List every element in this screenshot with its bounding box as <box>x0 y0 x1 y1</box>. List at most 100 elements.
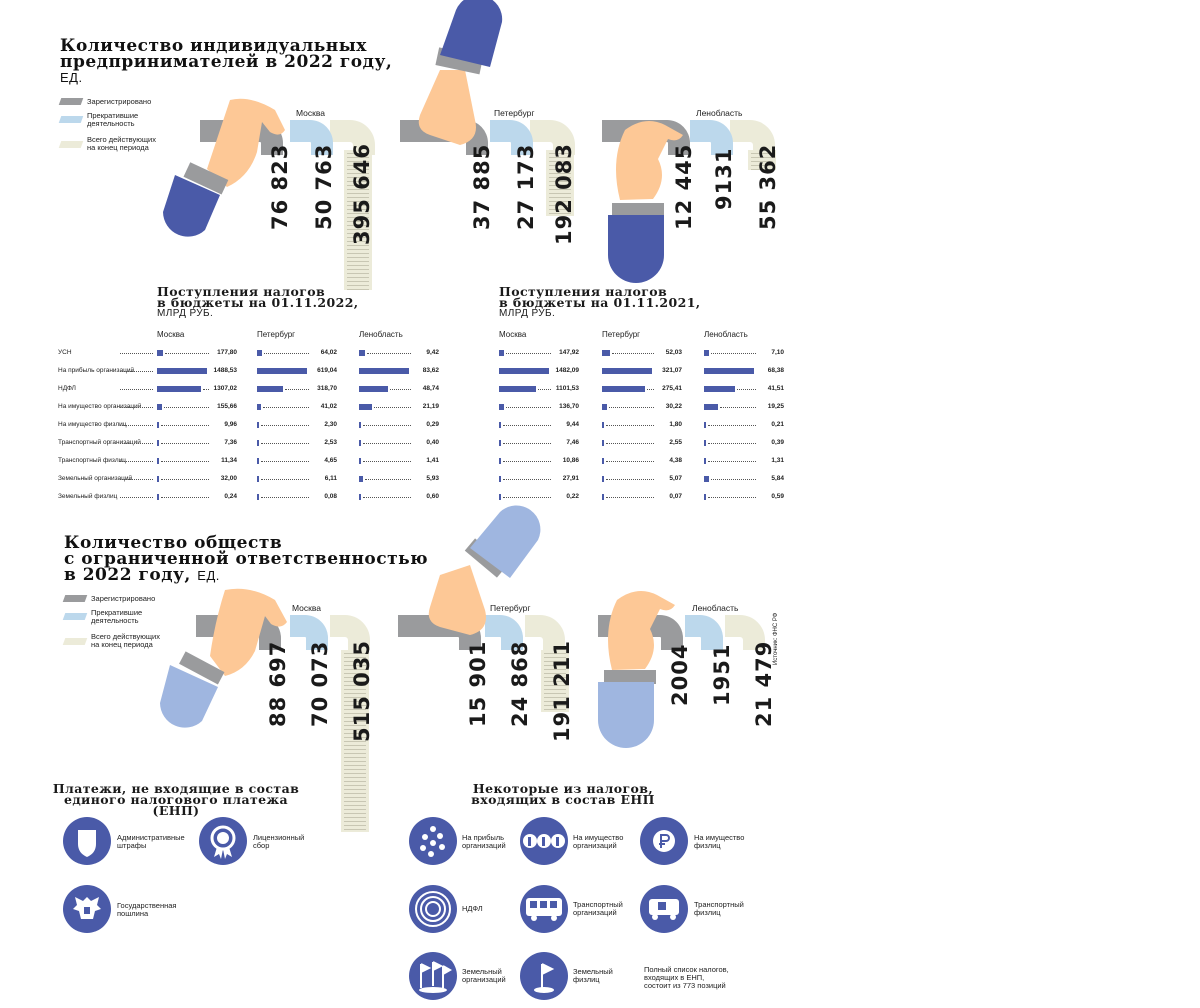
ruble-coin-icon <box>640 817 688 865</box>
tax_2021-bar-7-1 <box>602 476 604 482</box>
ip-city-petersburg: Петербург <box>494 108 535 118</box>
tax_2021-leader-8-1 <box>606 497 654 498</box>
tax_2021-bar-4-1 <box>602 422 604 428</box>
tax_2022-value-3-1: 41,02 <box>320 403 337 410</box>
tax_2021-bar-8-1 <box>602 494 604 500</box>
ip-moscow-active: 395 646 <box>350 143 374 245</box>
tax_2022-value-8-2: 0,60 <box>426 493 439 500</box>
tax_2021-bar-4-0 <box>499 422 501 428</box>
tax-row-label-3: На имущество организаций <box>58 403 142 410</box>
tax_2022-bar-3-2 <box>359 404 372 410</box>
enp-item-6-l2: организаций <box>462 975 506 984</box>
tax_2022-leader-0-1 <box>264 353 309 354</box>
ip-pipes-illustration <box>163 0 775 283</box>
enp-item-2-l1: На имущество <box>694 833 745 842</box>
tax_2021-leader-5-0 <box>503 443 551 444</box>
tax_2021-leader-8-2 <box>708 497 756 498</box>
not-enp-item-1-l2: сбор <box>253 841 270 850</box>
tax_2022-bar-3-0 <box>157 404 162 410</box>
enp-title-line1: Некоторые из налогов, <box>472 781 654 796</box>
tax_2022-bar-3-1 <box>257 404 261 410</box>
not-enp-title-line2: единого налогового платежа <box>63 792 289 807</box>
ip-petersburg-stopped: 27 173 <box>514 143 538 230</box>
tax_2021-leader-3-2 <box>720 407 756 408</box>
tax_2022-bar-6-2 <box>359 458 361 464</box>
tax_2021-value-8-0: 0,22 <box>566 493 579 500</box>
enp-item-0-l2: организаций <box>462 841 506 850</box>
tax_2022-bar-0-0 <box>157 350 163 356</box>
tax-row-label-7: Земельный организаций <box>58 475 133 482</box>
tax_2021-leader-3-0 <box>506 407 551 408</box>
llc-lenoblast-stopped: 1951 <box>710 643 734 706</box>
flag-icon <box>520 952 568 1000</box>
tax_2021-leader-7-1 <box>606 479 654 480</box>
llc-city-moscow: Москва <box>292 603 322 613</box>
llc-hand-moscow-icon <box>160 588 287 728</box>
tax_2021-bar-2-0 <box>499 386 536 392</box>
llc-city-petersburg: Петербург <box>490 603 531 613</box>
llc-title: Количество обществ с ограниченной ответс… <box>64 535 428 584</box>
ip-petersburg-active: 192 083 <box>552 143 576 245</box>
tax_2021-bar-5-1 <box>602 440 604 446</box>
tax_2021-leader-3-1 <box>609 407 654 408</box>
moscow-ip-receipt <box>344 150 372 290</box>
tax-row-label-5: Транспортный организаций <box>58 439 141 446</box>
tax_2021-bar-1-1 <box>602 368 652 374</box>
flags-icon <box>409 952 457 1000</box>
tax_2022-bar-5-1 <box>257 440 259 446</box>
tax_2021-leader-6-2 <box>708 461 756 462</box>
tax_2021-value-1-0: 1482,09 <box>555 367 580 374</box>
tax_2021-leader-0-1 <box>612 353 654 354</box>
tax_2021-leader-7-0 <box>503 479 551 480</box>
enp-title-line2: входящих в состав ЕНП <box>471 792 655 807</box>
tax_2021-value-7-2: 5,84 <box>771 475 784 482</box>
tax_2022-leader-3-1 <box>263 407 309 408</box>
tax_2021-value-5-2: 0,39 <box>771 439 784 446</box>
tax_2022-leader-2-0 <box>203 389 209 390</box>
hand-petersburg-icon <box>418 0 503 145</box>
tax_2022-bar-4-1 <box>257 422 259 428</box>
tax_2022-leader-5-0 <box>161 443 209 444</box>
llc-hand-petersburg-icon <box>428 505 541 635</box>
tax_2021-leader-6-1 <box>606 461 654 462</box>
tax_2021-bar-4-2 <box>704 422 706 428</box>
tax_2022-value-8-0: 0,24 <box>224 493 237 500</box>
not-enp-title-line3: (ЕНП) <box>152 803 200 818</box>
target-rings-icon <box>409 885 457 933</box>
ip-lenoblast-stopped: 9131 <box>712 147 736 210</box>
tax_2022-value-4-2: 0,29 <box>426 421 439 428</box>
tax_2022-leader-7-2 <box>365 479 411 480</box>
tax_2021-bar-1-2 <box>704 368 754 374</box>
tax_2021-bar-0-0 <box>499 350 504 356</box>
tax_2021-bar-6-1 <box>602 458 604 464</box>
tax_2022-value-6-2: 1,41 <box>426 457 439 464</box>
enp-note-2: входящих в ЕНП, <box>644 973 705 982</box>
tax_2022-leader-2-1 <box>285 389 309 390</box>
llc-legend: Зарегистрировано Прекратившие деятельнос… <box>62 594 174 655</box>
ip-moscow-stopped: 50 763 <box>312 143 336 230</box>
enp-note-1: Полный список налогов, <box>644 965 729 974</box>
ip-city-lenoblast: Ленобласть <box>696 108 743 118</box>
tax_2021-bar-8-2 <box>704 494 706 500</box>
tax_2022-bar-1-0 <box>157 368 207 374</box>
tax_2022-leader-8-2 <box>363 497 411 498</box>
tax_2022-value-1-2: 83,62 <box>422 367 439 374</box>
llc-petersburg-stopped: 24 868 <box>508 640 532 727</box>
not-enp-item-1: Лицензионный сбор <box>253 834 304 850</box>
tax_2021-value-0-0: 147,92 <box>559 349 579 356</box>
tax2022-title-line2: в бюджеты на 01.11.2022, <box>157 295 359 310</box>
tax_2021-bar-0-2 <box>704 350 709 356</box>
tax_2021-leader-2-2 <box>737 389 756 390</box>
source-note: Источник: ФНС РФ <box>773 612 779 665</box>
enp-item-5: Транспортный физлиц <box>694 901 744 917</box>
enp-item-0: На прибыль организаций <box>462 834 506 850</box>
ip-city-moscow: Москва <box>296 108 326 118</box>
tax_2022-bar-2-2 <box>359 386 388 392</box>
tax_2021-value-8-1: 0,07 <box>669 493 682 500</box>
tax_2021-value-1-2: 68,38 <box>767 367 784 374</box>
tax_2022-value-1-0: 1488,53 <box>213 367 238 374</box>
tax-row-leader-1 <box>120 371 153 372</box>
llc-legend-registered: Зарегистрировано <box>91 594 156 603</box>
llc-title-line2: с ограниченной ответственностью <box>64 549 429 569</box>
enp-item-5-l1: Транспортный <box>694 900 744 909</box>
